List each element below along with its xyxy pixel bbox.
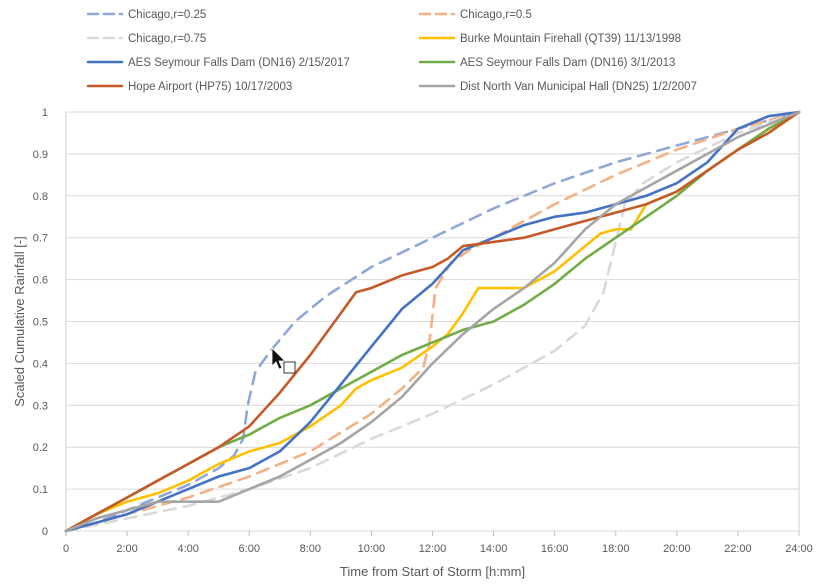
axes: 0 0.1 0.2 0.3 0.4 0.5 0.6 0.7 0.8 0.9 1 0 2:00 4:00 6:… [33, 107, 813, 555]
x-tick-label: 22:00 [724, 543, 752, 555]
y-tick-label: 0.8 [33, 191, 48, 203]
y-tick-label: 0.7 [33, 233, 48, 245]
y-tick-label: 0.5 [33, 317, 48, 329]
legend-label-1: Chicago,r=0.5 [460, 9, 532, 21]
x-axis-label: Time from Start of Storm [h:mm] [340, 564, 525, 579]
series-line-6 [64, 110, 801, 533]
x-tick-label: 0 [63, 543, 69, 555]
series-line-7 [64, 110, 801, 533]
legend-label-0: Chicago,r=0.25 [128, 9, 206, 21]
x-tick-label: 8:00 [300, 543, 321, 555]
series-line-0 [64, 110, 801, 533]
legend-label-4: AES Seymour Falls Dam (DN16) 3/1/2013 [460, 57, 675, 69]
legend-label-7: Dist North Van Municipal Hall (DN25) 1/2… [460, 81, 697, 93]
x-tick-label: 12:00 [419, 543, 447, 555]
y-tick-label: 1 [42, 107, 48, 119]
legend-label-3: Burke Mountain Firehall (QT39) 11/13/199… [460, 33, 681, 45]
x-tick-label: 2:00 [116, 543, 137, 555]
x-tick-label: 10:00 [358, 543, 386, 555]
y-tick-label: 0.9 [33, 149, 48, 161]
y-tick-label: 0.1 [33, 484, 48, 496]
series-line-1 [64, 110, 801, 533]
y-tick-label: 0.2 [33, 442, 48, 454]
x-tick-label: 4:00 [177, 543, 198, 555]
series-line-2 [64, 110, 801, 533]
x-tick-label: 24:00 [785, 543, 813, 555]
y-axis-label: Scaled Cumulative Rainfall [-] [12, 236, 27, 407]
mouse-pointer-icon [271, 347, 286, 370]
legend-label-2: Chicago,r=0.75 [128, 33, 206, 45]
series-lines [64, 110, 801, 533]
series-line-5 [64, 110, 801, 533]
x-tick-label: 6:00 [239, 543, 260, 555]
y-tick-label: 0 [42, 526, 48, 538]
legend: Chicago,r=0.25 Chicago,r=0.5 Chicago,r=0.7… [86, 9, 697, 93]
x-tick-label: 20:00 [663, 543, 691, 555]
y-tick-label: 0.6 [33, 275, 48, 287]
selection-box-icon [283, 361, 296, 374]
x-tick-label: 18:00 [602, 543, 630, 555]
legend-label-5: AES Seymour Falls Dam (DN16) 2/15/2017 [128, 57, 350, 69]
x-tick-label: 14:00 [480, 543, 508, 555]
y-tick-label: 0.3 [33, 400, 48, 412]
cursor-overlay [271, 347, 296, 374]
legend-label-6: Hope Airport (HP75) 10/17/2003 [128, 81, 292, 93]
y-tick-label: 0.4 [33, 358, 48, 370]
x-tick-label: 16:00 [541, 543, 569, 555]
